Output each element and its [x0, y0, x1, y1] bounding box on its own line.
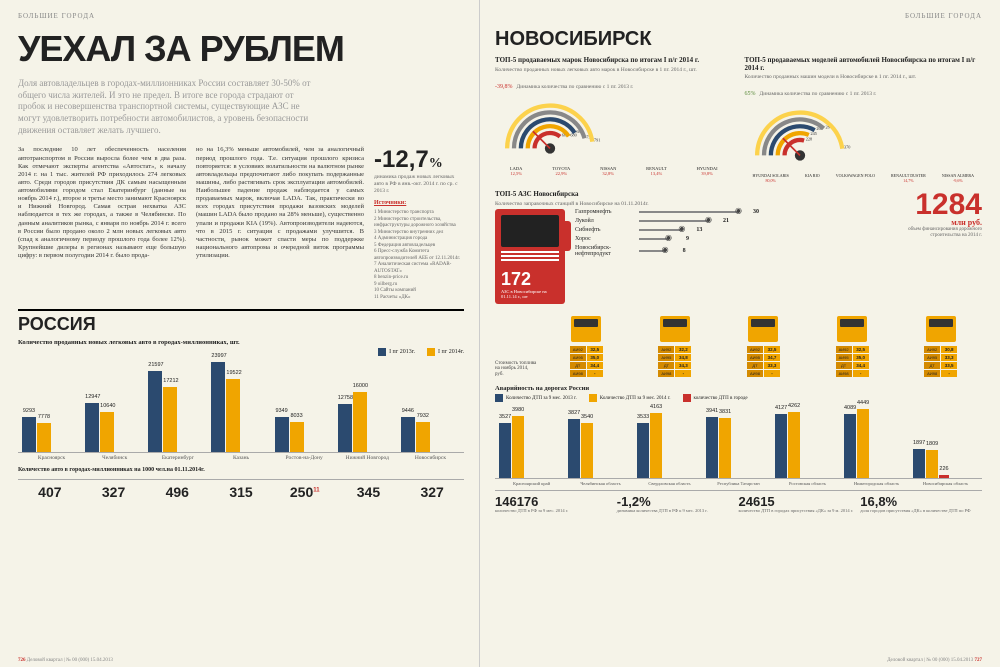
- accidents-legend: Количество ДТП за 9 мес. 2013 г.Количест…: [495, 394, 982, 402]
- fuel-stations: АИ92АИ95ДТАИ9832,535,034,4-АИ92АИ95ДТАИ9…: [545, 316, 982, 377]
- russia-stats-title: Количество авто в городах-миллионниках н…: [18, 467, 464, 473]
- top5models-title: ТОП-5 продаваемых моделей автомобилей Но…: [745, 57, 983, 72]
- finance-caption: объем финансирования дорожного строитель…: [902, 227, 982, 238]
- svg-text:370: 370: [844, 145, 850, 150]
- gauge-models: 228245260284370: [745, 104, 855, 164]
- russia-barchart: 9293777812947106402159717212239971952293…: [18, 358, 464, 453]
- russia-title: РОССИЯ: [18, 309, 464, 335]
- azs-title: ТОП-5 АЗС Новосибирска: [495, 191, 874, 199]
- section-header-right: БОЛЬШИЕ ГОРОДА: [495, 12, 982, 20]
- russia-chart-subtitle: Количество проданных новых легковых авто…: [18, 339, 464, 346]
- big-stat: -12,7%: [374, 146, 464, 174]
- bottom-stats: 146176количество ДТП в РФ за 9 мес. 2014…: [495, 490, 982, 514]
- body-col1: За последние 10 лет обеспеченность насел…: [18, 146, 186, 301]
- headline: УЕХАЛ ЗА РУБЛЕМ: [18, 28, 464, 70]
- russia-stats-row: 40732749631525011345327: [18, 479, 464, 500]
- accidents-labels: Красноярский крайЧелябинская областьСвер…: [495, 481, 982, 486]
- top5brands-pct: -39,8%: [495, 84, 513, 90]
- top5models-sub: Количество проданных машин модели в Ново…: [745, 74, 983, 80]
- finance-value: 1284: [882, 191, 982, 218]
- azs-sub: Количество заправочных станций в Новосиб…: [495, 201, 874, 207]
- accidents-chart: 3527398038273540353341633941383141274262…: [495, 404, 982, 479]
- footer-left: 726 Деловой квартал | № 00 (000) 15.04.2…: [18, 658, 113, 663]
- section-header-left: БОЛЬШИЕ ГОРОДА: [18, 12, 464, 20]
- azs-list: Газпромнефть30Лукойл21Сибнефть13Хорос9Но…: [575, 209, 874, 260]
- footer-right: Деловой квартал | № 00 (000) 15.04.2013 …: [887, 658, 982, 663]
- big-stat-caption: динамика продаж новых легковых авто в РФ…: [374, 174, 464, 194]
- accidents-title: Аварийность на дорогах России: [495, 385, 982, 392]
- svg-text:228: 228: [805, 137, 811, 142]
- fuel-price-caption: Стоимость топлива на ноябрь 2014, руб.: [495, 361, 537, 378]
- top5brands-title: ТОП-5 продаваемых марок Новосибирска по …: [495, 57, 733, 65]
- body-col2: но на 16,3% меньше автомобилей, чем за а…: [196, 146, 364, 301]
- fuel-pump-icon: 172 АЗС в Новосибирске на 01.11.14 г., ш…: [495, 209, 565, 304]
- city-name: НОВОСИБИРСК: [495, 28, 982, 51]
- svg-text:791: 791: [594, 137, 600, 142]
- russia-legend: I пг 2013г.I пг 2014г.: [18, 348, 464, 356]
- russia-bar-labels: КрасноярскЧелябинскЕкатеринбургКазаньРос…: [18, 455, 464, 461]
- top5models-pct: 65%: [745, 91, 756, 97]
- sources: Источники: 1 Министерство транспорта2 Ми…: [374, 200, 464, 301]
- gauge-brands: 603680684757791: [495, 97, 605, 157]
- top5brands-sub: Количество проданных новых легковых авто…: [495, 67, 733, 73]
- lead-text: Доля автовладельцев в городах-миллионник…: [18, 78, 318, 136]
